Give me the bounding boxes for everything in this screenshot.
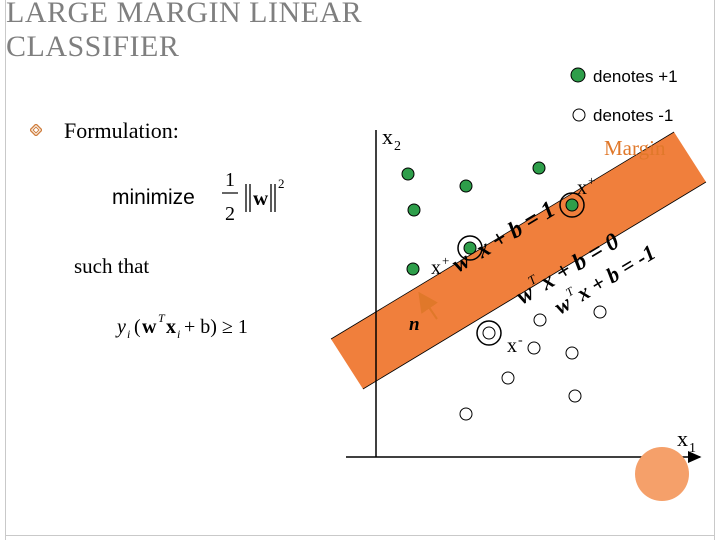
negative-point — [527, 341, 541, 355]
constraint-w: w — [142, 316, 157, 338]
minimize-word: minimize — [112, 186, 195, 209]
negative-point — [593, 305, 607, 319]
normal-label: n — [409, 314, 420, 335]
negative-points — [459, 305, 607, 421]
positive-points — [401, 161, 579, 276]
fraction-numerator: 1 — [225, 169, 235, 191]
legend-negative-label: denotes -1 — [593, 106, 673, 125]
slide-title: LARGE MARGIN LINEAR CLASSIFIER — [6, 0, 466, 64]
slide-frame-right — [714, 0, 715, 540]
constraint-T: T — [158, 311, 166, 325]
legend-positive-marker — [570, 67, 586, 83]
label-x-plus-left-sup: + — [442, 253, 449, 268]
margin-boundary-positive — [330, 131, 675, 340]
negative-point — [482, 326, 496, 340]
hollow-diamond-bullet-icon — [30, 124, 42, 136]
label-x-minus-sup: - — [518, 333, 523, 348]
constraint-formula: y i ( w T x i + b) ≥ 1 — [115, 311, 248, 341]
constraint-y: y — [115, 316, 126, 338]
positive-point — [463, 241, 477, 255]
norm-w: w — [253, 186, 269, 210]
support-vector-ring-positive-left — [457, 235, 483, 261]
label-x-plus-top-sup: + — [588, 173, 595, 188]
negative-point — [533, 313, 547, 327]
label-x-minus: x — [507, 335, 517, 357]
objective-formula: minimize 1 2 w 2 — [112, 169, 285, 225]
constraint-x: x — [166, 316, 176, 338]
positive-point — [406, 262, 420, 276]
bullet-formulation: Formulation: — [64, 118, 179, 143]
negative-point — [459, 407, 473, 421]
slide-frame-left — [5, 0, 6, 540]
normal-arrow-icon — [418, 291, 438, 320]
fraction-denominator: 2 — [225, 203, 235, 225]
negative-point — [568, 389, 582, 403]
positive-point — [401, 167, 415, 181]
decorative-orange-circle — [635, 447, 689, 501]
x1-axis-sub: 1 — [689, 441, 696, 456]
label-x-plus-left: x — [431, 257, 441, 279]
positive-point — [459, 179, 473, 193]
legend-positive-label: denotes +1 — [593, 67, 678, 86]
title-line-1: LARGE MARGIN LINEAR — [6, 0, 363, 29]
support-vector-ring-positive-top — [559, 192, 585, 218]
norm-exponent: 2 — [278, 176, 285, 191]
x2-axis-label: x — [382, 124, 393, 149]
slide-frame-bottom — [5, 535, 714, 536]
label-x-plus-top: x — [577, 177, 587, 199]
constraint-paren: ( — [134, 316, 141, 338]
positive-point — [532, 161, 546, 175]
constraint-y-sub: i — [127, 327, 130, 341]
constraint-rest: + b) ≥ 1 — [184, 316, 248, 338]
support-vector-ring-negative — [476, 320, 502, 346]
x1-axis-label: x — [677, 426, 688, 451]
legend-negative-marker — [572, 108, 586, 122]
positive-point — [565, 198, 579, 212]
title-line-2: CLASSIFIER — [6, 30, 180, 63]
legend: denotes +1 denotes -1 — [570, 67, 678, 125]
margin-band — [331, 132, 706, 389]
margin-boundary-negative — [362, 181, 707, 390]
x2-axis-sub: 2 — [394, 139, 401, 154]
negative-point — [565, 346, 579, 360]
positive-point — [407, 203, 421, 217]
negative-point — [501, 371, 515, 385]
margin-label: Margin — [604, 136, 666, 160]
constraint-x-sub: i — [177, 327, 180, 341]
such-that-label: such that — [74, 254, 150, 278]
